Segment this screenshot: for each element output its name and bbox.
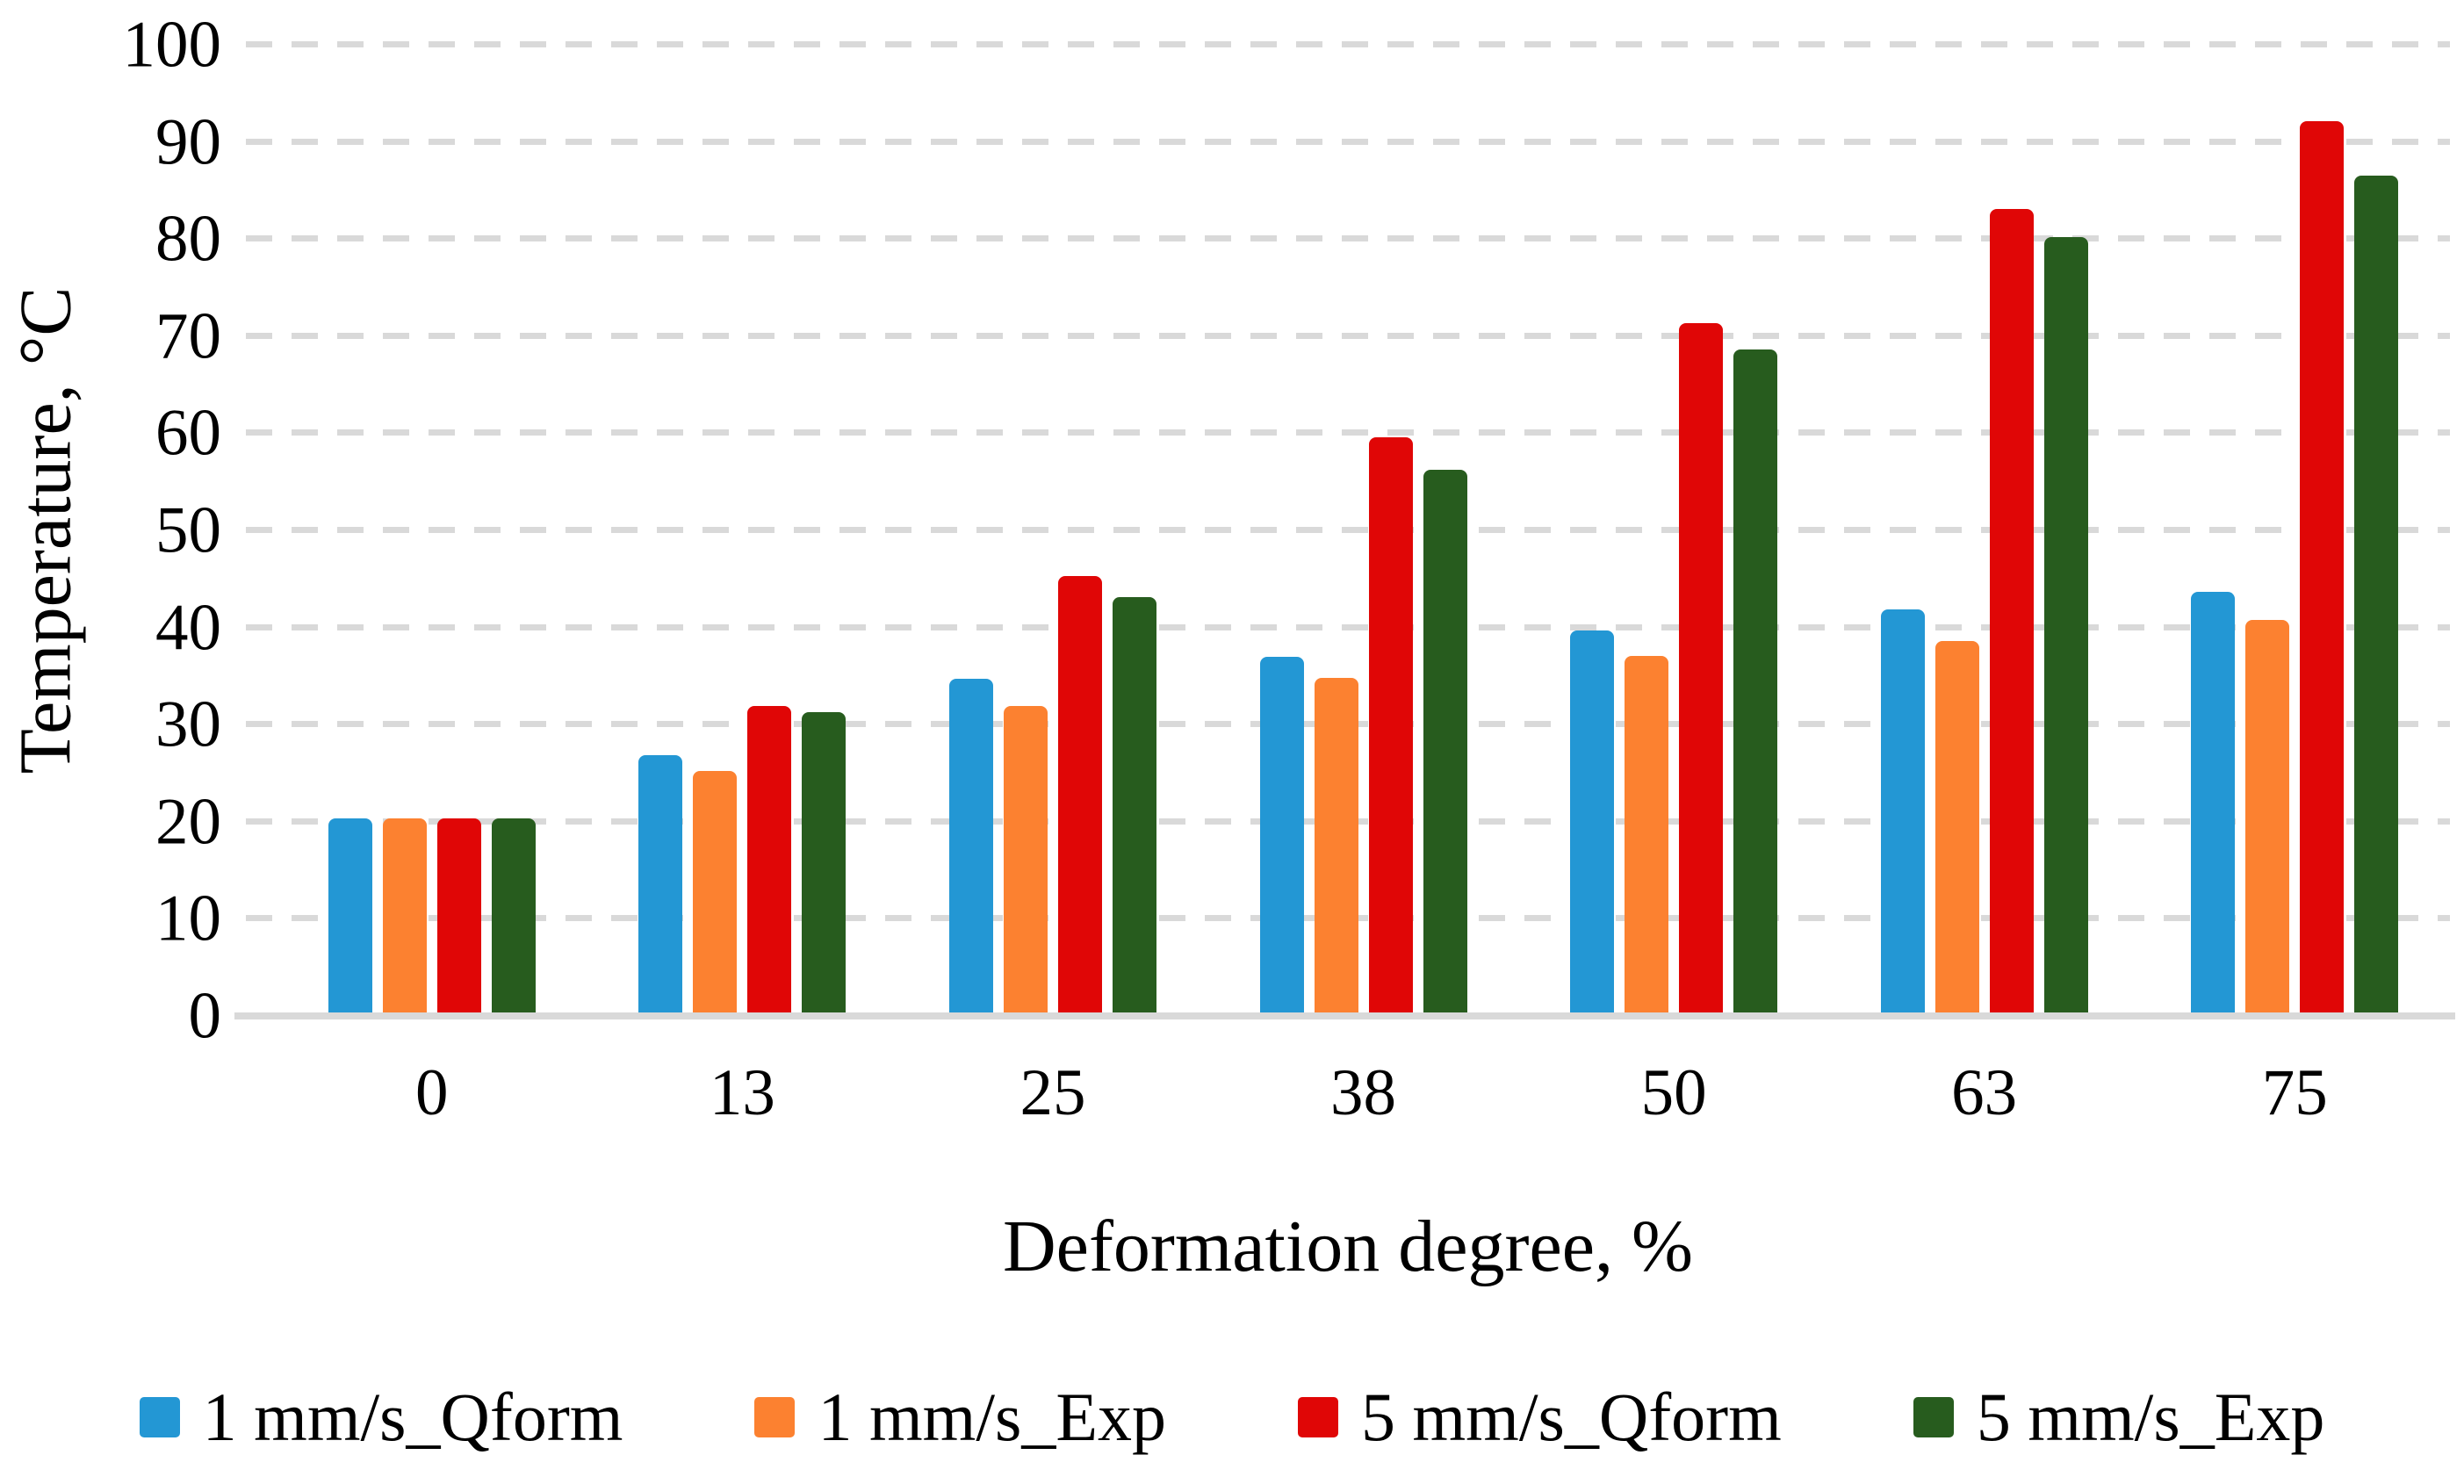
bar-5-mm-s-exp-x25 xyxy=(1112,597,1156,1016)
bar-group-25 xyxy=(897,45,1208,1016)
x-tick-label-75: 75 xyxy=(2261,1056,2328,1129)
bar-1-mm-s-exp-x13 xyxy=(693,771,738,1016)
legend-swatch-icon xyxy=(139,1397,180,1437)
y-tick-label-40: 40 xyxy=(155,591,221,665)
bar-group-75 xyxy=(2139,45,2450,1016)
gridline-50 xyxy=(246,527,2450,533)
legend-item-1-mm-s-exp: 1 mm/s_Exp xyxy=(754,1380,1166,1454)
bar-1-mm-s-qform-x50 xyxy=(1570,630,1615,1016)
x-tick-label-38: 38 xyxy=(1330,1056,1397,1129)
x-axis-tick-labels: 0 13 25 38 50 63 75 xyxy=(277,1058,2450,1128)
legend-label: 1 mm/s_Qform xyxy=(202,1379,623,1455)
bar-1-mm-s-qform-x63 xyxy=(1880,609,1925,1016)
legend-item-5-mm-s-exp: 5 mm/s_Exp xyxy=(1913,1379,2325,1455)
legend-item-5-mm-s-qform: 5 mm/s_Qform xyxy=(1298,1380,1782,1454)
bar-group-38 xyxy=(1208,45,1519,1016)
bar-group-0 xyxy=(277,45,587,1016)
bar-group-50 xyxy=(1518,45,1829,1016)
x-tick-label-0: 0 xyxy=(415,1056,449,1129)
bar-1-mm-s-qform-x25 xyxy=(948,679,993,1016)
bar-5-mm-s-exp-x50 xyxy=(1733,349,1778,1016)
plot-area xyxy=(234,41,2455,1019)
legend-label: 5 mm/s_Qform xyxy=(1361,1379,1782,1455)
bar-1-mm-s-exp-x0 xyxy=(382,818,427,1016)
y-tick-label-90: 90 xyxy=(155,105,221,179)
bar-5-mm-s-exp-x13 xyxy=(802,711,847,1016)
bar-5-mm-s-qform-x50 xyxy=(1679,323,1724,1016)
bar-1-mm-s-exp-x50 xyxy=(1625,655,1669,1016)
x-tick-label-63: 63 xyxy=(1951,1056,2018,1129)
legend-label: 5 mm/s_Exp xyxy=(1976,1379,2325,1455)
bar-group-13 xyxy=(587,45,898,1016)
y-tick-label-0: 0 xyxy=(188,979,222,1053)
bar-1-mm-s-exp-x25 xyxy=(1003,706,1048,1016)
y-tick-label-50: 50 xyxy=(155,493,221,567)
y-tick-label-60: 60 xyxy=(155,396,221,470)
legend-swatch-icon xyxy=(1913,1397,1954,1437)
legend-swatch-icon xyxy=(1298,1397,1338,1437)
gridline-60 xyxy=(246,429,2450,436)
legend-item-1-mm-s-qform: 1 mm/s_Qform xyxy=(139,1379,623,1455)
bar-5-mm-s-exp-x75 xyxy=(2354,176,2399,1016)
gridline-70 xyxy=(246,332,2450,339)
y-tick-label-70: 70 xyxy=(155,299,221,373)
bar-5-mm-s-qform-x25 xyxy=(1057,575,1102,1016)
bar-groups xyxy=(277,45,2450,1016)
bar-5-mm-s-exp-x63 xyxy=(2043,237,2088,1016)
bar-1-mm-s-exp-x75 xyxy=(2245,619,2290,1016)
legend-label: 1 mm/s_Exp xyxy=(818,1379,1166,1455)
bar-1-mm-s-qform-x13 xyxy=(638,754,683,1016)
bar-1-mm-s-exp-x38 xyxy=(1314,678,1358,1016)
legend-swatch-icon xyxy=(754,1397,796,1437)
y-tick-label-30: 30 xyxy=(155,688,221,761)
y-tick-label-80: 80 xyxy=(155,202,221,276)
bar-5-mm-s-qform-x63 xyxy=(1989,208,2034,1016)
gridline-80 xyxy=(246,235,2450,242)
y-tick-label-20: 20 xyxy=(155,785,221,859)
bar-5-mm-s-qform-x38 xyxy=(1368,436,1413,1016)
bar-5-mm-s-qform-x0 xyxy=(436,818,481,1016)
y-axis-tick-labels: 0 10 20 30 40 50 60 70 80 90 100 xyxy=(0,12,222,1049)
bar-1-mm-s-exp-x63 xyxy=(1934,641,1979,1016)
bar-group-63 xyxy=(1829,45,2140,1016)
bar-1-mm-s-qform-x75 xyxy=(2191,591,2236,1016)
x-tick-label-25: 25 xyxy=(1019,1056,1086,1129)
gridline-100 xyxy=(246,41,2450,47)
y-tick-label-10: 10 xyxy=(155,882,221,955)
bar-1-mm-s-qform-x38 xyxy=(1259,656,1304,1016)
gridline-90 xyxy=(246,138,2450,145)
x-axis-line xyxy=(234,1012,2455,1019)
x-tick-label-50: 50 xyxy=(1640,1056,1707,1129)
gridline-40 xyxy=(246,623,2450,630)
bar-5-mm-s-qform-x13 xyxy=(747,706,792,1016)
bar-5-mm-s-exp-x0 xyxy=(491,818,536,1016)
x-tick-label-13: 13 xyxy=(709,1056,775,1129)
y-tick-label-100: 100 xyxy=(122,8,222,82)
bar-5-mm-s-qform-x75 xyxy=(2300,121,2345,1016)
bar-1-mm-s-qform-x0 xyxy=(328,818,372,1016)
legend: 1 mm/s_Qform 1 mm/s_Exp 5 mm/s_Qform 5 mm/s… xyxy=(0,1380,2464,1454)
bar-5-mm-s-exp-x38 xyxy=(1423,470,1467,1016)
x-axis-title: Deformation degree, % xyxy=(1003,1206,1693,1287)
